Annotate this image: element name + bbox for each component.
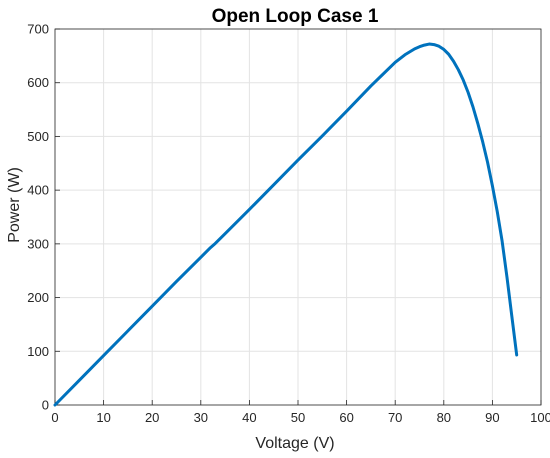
y-tick-label: 600 [27, 75, 49, 90]
x-tick-label: 60 [339, 410, 353, 425]
y-tick-label: 0 [42, 398, 49, 413]
y-tick-label: 500 [27, 129, 49, 144]
ticks: 0 10 20 30 40 50 60 70 80 90 100 0 100 200 300 400 500 60… [27, 22, 550, 426]
y-axis-label: Power (W) [6, 167, 23, 243]
x-tick-label: 20 [145, 410, 159, 425]
chart-title: Open Loop Case 1 [212, 6, 379, 27]
x-tick-label: 50 [291, 410, 305, 425]
x-tick-label: 40 [242, 410, 256, 425]
y-tick-label: 300 [27, 236, 49, 251]
y-tick-label: 700 [27, 22, 49, 37]
y-tick-label: 100 [27, 344, 49, 359]
x-tick-label: 80 [437, 410, 451, 425]
x-tick-label: 30 [194, 410, 208, 425]
x-tick-label: 90 [485, 410, 499, 425]
x-tick-label: 0 [51, 410, 58, 425]
series-line [53, 42, 519, 407]
y-tick-label: 200 [27, 290, 49, 305]
y-tick-label: 400 [27, 183, 49, 198]
x-tick-label: 100 [530, 410, 550, 425]
x-tick-label: 10 [96, 410, 110, 425]
x-axis-label: Voltage (V) [255, 435, 334, 452]
x-tick-label: 70 [388, 410, 402, 425]
